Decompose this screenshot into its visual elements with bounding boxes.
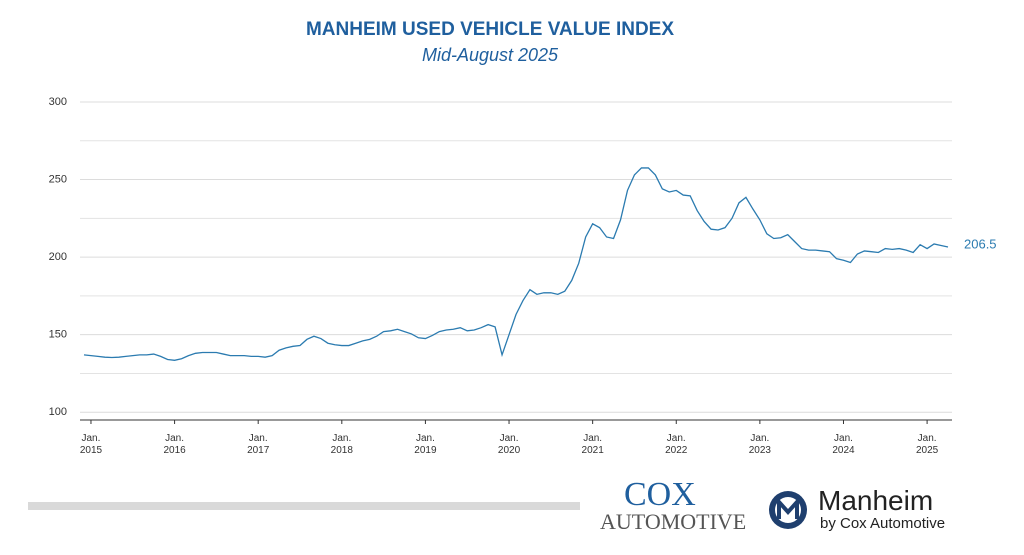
chart-title: MANHEIM USED VEHICLE VALUE INDEX (306, 19, 674, 40)
x-tick-label: Jan. 2025 (915, 433, 939, 456)
x-tick-label: Jan. 2021 (581, 433, 604, 456)
y-tick-label: 100 (49, 406, 67, 418)
x-tick-label: Jan. 2018 (330, 433, 353, 456)
x-tick-label: Jan. 2015 (79, 433, 103, 456)
cox-logo: COX (624, 476, 696, 513)
x-tick-label: Jan. 2019 (414, 433, 437, 456)
footer-bar (28, 502, 580, 510)
manheim-tagline: by Cox Automotive (820, 515, 946, 532)
x-tick-label: Jan. 2023 (748, 433, 771, 456)
manheim-logo-m (777, 496, 799, 519)
automotive-logo: AUTOMOTIVE (600, 509, 747, 534)
series-line (83, 167, 949, 361)
x-tick-label: Jan. 2024 (832, 433, 855, 456)
y-tick-label: 300 (49, 96, 67, 108)
x-tick-label: Jan. 2016 (163, 433, 186, 456)
x-tick-label: Jan. 2022 (665, 433, 688, 456)
y-tick-label: 150 (49, 329, 67, 341)
manheim-logo: Manheim (818, 485, 934, 516)
x-tick-label: Jan. 2020 (497, 433, 521, 456)
y-tick-label: 250 (49, 173, 67, 185)
chart-subtitle: Mid-August 2025 (422, 45, 559, 65)
end-value-label: 206.5 (964, 236, 997, 251)
x-tick-label: Jan. 2017 (247, 433, 270, 456)
y-tick-label: 200 (49, 251, 67, 263)
